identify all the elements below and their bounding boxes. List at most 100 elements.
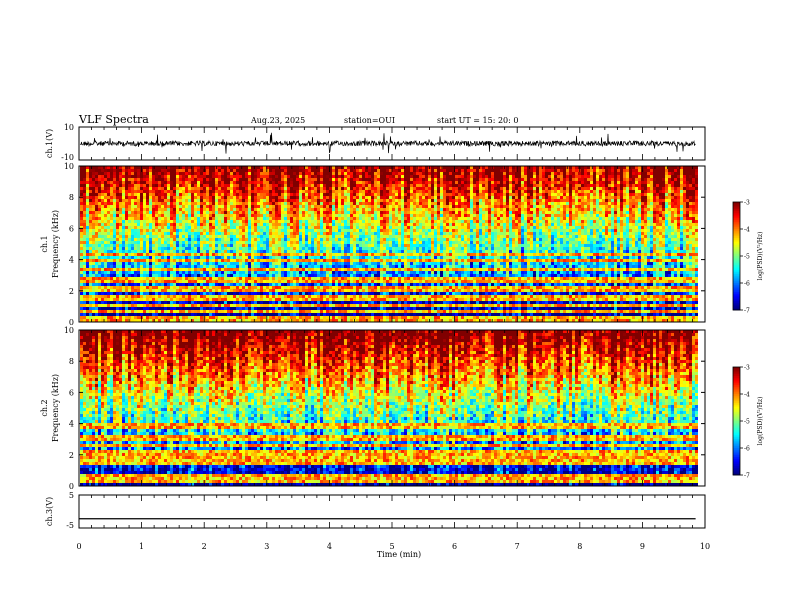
spectrogram-cell <box>128 217 131 220</box>
spectrogram-cell <box>167 286 170 289</box>
spectrogram-cell <box>209 235 212 238</box>
spectrogram-cell <box>125 268 128 271</box>
spectrogram-cell <box>158 241 161 244</box>
spectrogram-cell <box>317 289 320 292</box>
spectrogram-cell <box>356 235 359 238</box>
spectrogram-cell <box>233 265 236 268</box>
spectrogram-cell <box>362 202 365 205</box>
spectrogram-cell <box>293 199 296 202</box>
spectrogram-cell <box>239 202 242 205</box>
spectrogram-cell <box>98 187 101 190</box>
spectrogram-cell <box>347 277 350 280</box>
spectrogram-cell <box>140 283 143 286</box>
spectrogram-cell <box>98 178 101 181</box>
spectrogram-cell <box>83 256 86 259</box>
spectrogram-cell <box>347 316 350 319</box>
spectrogram-cell <box>317 280 320 283</box>
spectrogram-cell <box>233 244 236 247</box>
spectrogram-cell <box>149 262 152 265</box>
spectrogram-cell <box>83 286 86 289</box>
spectrogram-cell <box>128 226 131 229</box>
spectrogram-cell <box>239 208 242 211</box>
spectrogram-cell <box>305 169 308 172</box>
spectrogram-cell <box>152 271 155 274</box>
spectrogram-cell <box>338 283 341 286</box>
spectrogram-cell <box>131 316 134 319</box>
spectrogram-cell <box>281 289 284 292</box>
spectrogram-cell <box>173 262 176 265</box>
spectrogram-cell <box>95 187 98 190</box>
spectrogram-cell <box>293 289 296 292</box>
spectrogram-cell <box>344 250 347 253</box>
spectrogram-cell <box>239 187 242 190</box>
spectrogram-cell <box>215 268 218 271</box>
spectrogram-cell <box>338 211 341 214</box>
spectrogram-cell <box>287 316 290 319</box>
spectrogram-cell <box>203 202 206 205</box>
spectrogram-cell <box>194 292 197 295</box>
spectrogram-cell <box>302 217 305 220</box>
spectrogram-cell <box>188 178 191 181</box>
spectrogram-cell <box>89 247 92 250</box>
spectrogram-cell <box>335 295 338 298</box>
spectrogram-cell <box>272 178 275 181</box>
spectrogram-cell <box>284 277 287 280</box>
spectrogram-cell <box>110 289 113 292</box>
spectrogram-cell <box>98 229 101 232</box>
spectrogram-cell <box>221 178 224 181</box>
spectrogram-cell <box>143 316 146 319</box>
spectrogram-cell <box>179 208 182 211</box>
spectrogram-cell <box>212 316 215 319</box>
spectrogram-cell <box>122 310 125 313</box>
spectrogram-cell <box>341 223 344 226</box>
spectrogram-cell <box>356 226 359 229</box>
spectrogram-cell <box>323 217 326 220</box>
spectrogram-cell <box>335 202 338 205</box>
spectrogram-cell <box>86 226 89 229</box>
spectrogram-cell <box>152 307 155 310</box>
spectrogram-cell <box>131 301 134 304</box>
spectrogram-cell <box>338 190 341 193</box>
spectrogram-cell <box>278 310 281 313</box>
spectrogram-cell <box>158 304 161 307</box>
spectrogram-cell <box>242 184 245 187</box>
spectrogram-cell <box>113 247 116 250</box>
spectrogram-cell <box>320 190 323 193</box>
spectrogram-cell <box>248 193 251 196</box>
spectrogram-cell <box>233 196 236 199</box>
spectrogram-cell <box>347 265 350 268</box>
spectrogram-cell <box>221 232 224 235</box>
spectrogram-cell <box>197 280 200 283</box>
spectrogram-cell <box>194 280 197 283</box>
spectrogram-cell <box>110 193 113 196</box>
spectrogram-cell <box>281 271 284 274</box>
spectrogram-cell <box>170 196 173 199</box>
spectrogram-cell <box>185 238 188 241</box>
spectrogram-cell <box>338 193 341 196</box>
spectrogram-cell <box>212 301 215 304</box>
spectrogram-cell <box>116 202 119 205</box>
spectrogram-cell <box>125 220 128 223</box>
spectrogram-cell <box>332 283 335 286</box>
spectrogram-cell <box>293 211 296 214</box>
spectrogram-cell <box>203 250 206 253</box>
spectrogram-cell <box>146 169 149 172</box>
spectrogram-cell <box>185 298 188 301</box>
spectrogram-cell <box>257 313 260 316</box>
spectrogram-cell <box>305 259 308 262</box>
spectrogram-cell <box>356 265 359 268</box>
spectrogram-cell <box>305 307 308 310</box>
spectrogram-cell <box>239 226 242 229</box>
spectrogram-cell <box>95 175 98 178</box>
spectrogram-cell <box>197 196 200 199</box>
spectrogram-cell <box>215 205 218 208</box>
spectrogram-cell <box>128 310 131 313</box>
spectrogram-cell <box>269 208 272 211</box>
spectrogram-cell <box>269 280 272 283</box>
spectrogram-cell <box>182 178 185 181</box>
spectrogram-cell <box>215 283 218 286</box>
spectrogram-cell <box>89 235 92 238</box>
spectrogram-cell <box>230 247 233 250</box>
spectrogram-cell <box>122 265 125 268</box>
spectrogram-cell <box>137 208 140 211</box>
